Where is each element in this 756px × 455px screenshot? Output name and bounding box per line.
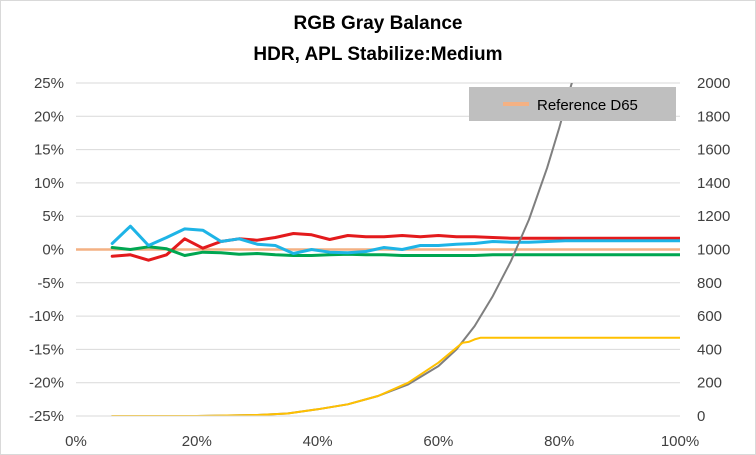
x-tick-label: 0% bbox=[65, 433, 87, 450]
y-left-tick-label: -5% bbox=[37, 275, 64, 292]
y-left-tick-label: -20% bbox=[29, 375, 64, 392]
series-layer bbox=[76, 83, 680, 416]
y-left-tick-label: 5% bbox=[42, 208, 64, 225]
y-right-tick-label: 1600 bbox=[697, 142, 730, 159]
legend-label-reference-d65: Reference D65 bbox=[537, 97, 638, 114]
chart-title-line-1: RGB Gray Balance bbox=[293, 13, 463, 34]
y-right-tick-label: 1000 bbox=[697, 242, 730, 259]
x-tick-label: 60% bbox=[423, 433, 453, 450]
chart-title-line-2: HDR, APL Stabilize:Medium bbox=[253, 44, 503, 65]
x-tick-label: 100% bbox=[661, 433, 699, 450]
y-right-tick-label: 2000 bbox=[697, 75, 730, 92]
series-line-series-2 bbox=[110, 245, 680, 257]
y-left-tick-label: -10% bbox=[29, 308, 64, 325]
y-left-tick-label: 15% bbox=[34, 142, 64, 159]
y-right-tick-label: 800 bbox=[697, 275, 722, 292]
y-right-tick-label: 1400 bbox=[697, 175, 730, 192]
y-left-tick-label: 10% bbox=[34, 175, 64, 192]
x-tick-label: 40% bbox=[303, 433, 333, 450]
series-line-series-1 bbox=[110, 232, 680, 262]
y-left-tick-label: 20% bbox=[34, 108, 64, 125]
y-left-tick-label: -25% bbox=[29, 408, 64, 425]
y-left-tick-label: 25% bbox=[34, 75, 64, 92]
series-line-series-5 bbox=[111, 336, 680, 416]
y-axis-left: 25% 20% 15% 10% 5% 0% -5% -10% -15% -20% -25% bbox=[29, 75, 64, 425]
y-right-tick-label: 200 bbox=[697, 375, 722, 392]
y-right-tick-label: 1800 bbox=[697, 108, 730, 125]
y-right-tick-label: 1200 bbox=[697, 208, 730, 225]
y-left-tick-label: -15% bbox=[29, 341, 64, 358]
y-right-tick-label: 400 bbox=[697, 341, 722, 358]
y-right-tick-label: 600 bbox=[697, 308, 722, 325]
x-tick-label: 20% bbox=[182, 433, 212, 450]
legend: Reference D65 bbox=[469, 87, 676, 121]
y-right-tick-label: 0 bbox=[697, 408, 705, 425]
x-tick-label: 80% bbox=[544, 433, 574, 450]
series-line-series-3 bbox=[110, 224, 680, 255]
x-axis: 0% 20% 40% 60% 80% 100% bbox=[65, 415, 699, 450]
y-left-tick-label: 0% bbox=[42, 242, 64, 259]
